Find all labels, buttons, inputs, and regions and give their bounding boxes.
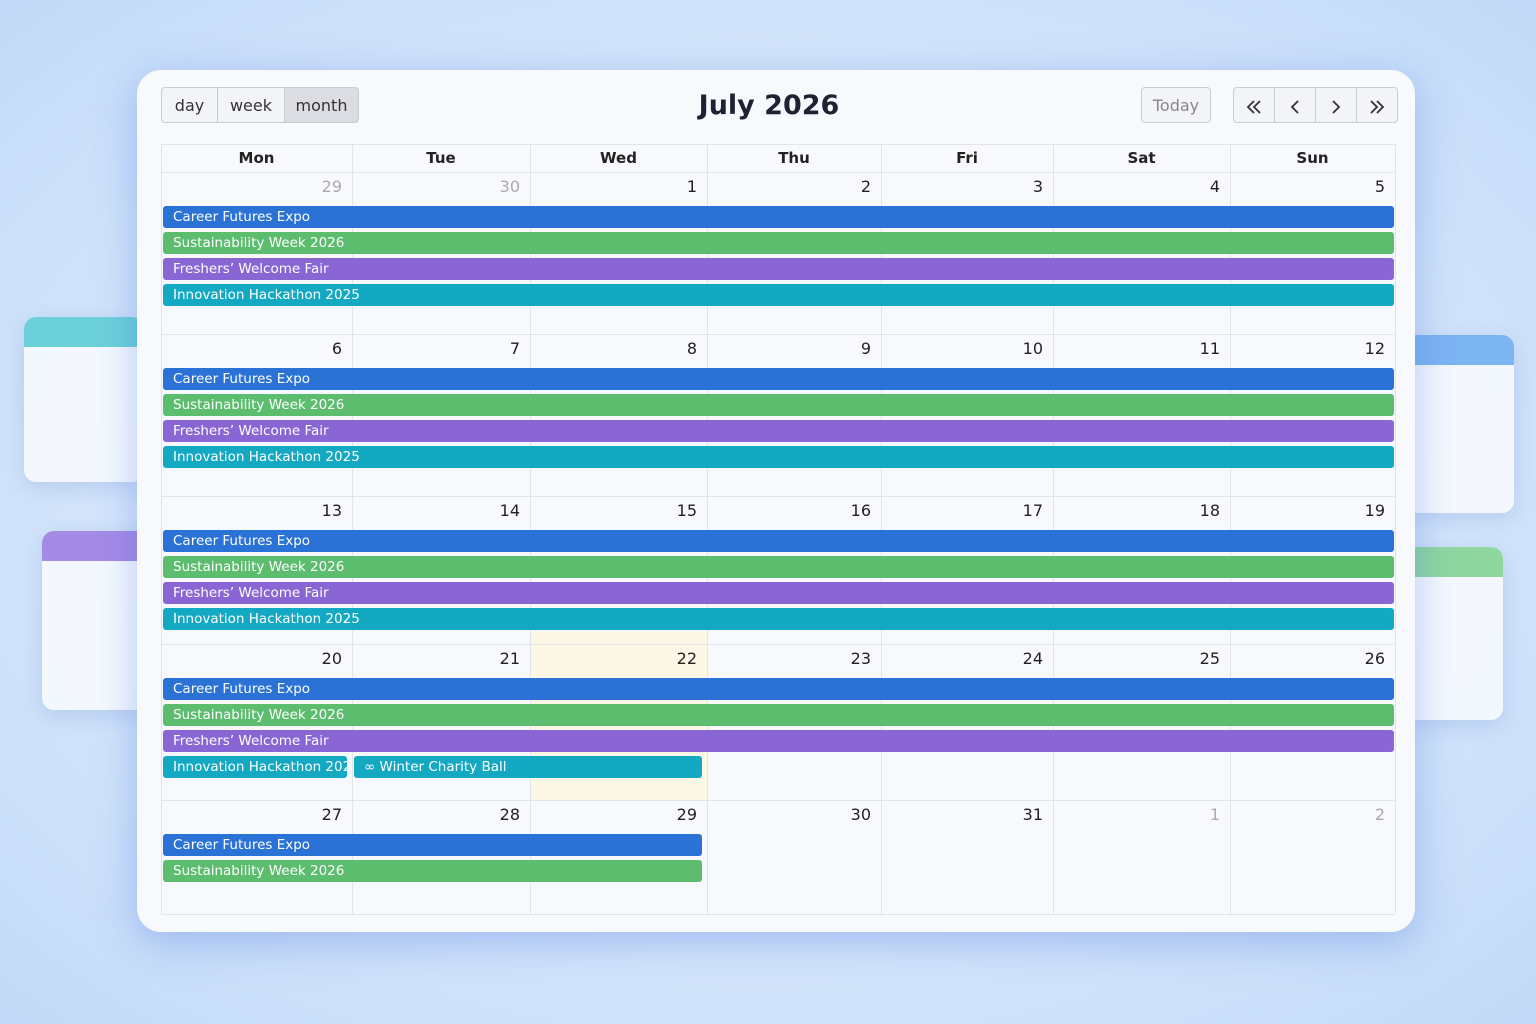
view-button-active[interactable]: month bbox=[284, 87, 359, 123]
day-number: 10 bbox=[1022, 339, 1043, 358]
day-number: 16 bbox=[850, 501, 871, 520]
decor-calendar bbox=[1405, 335, 1514, 513]
day-number-muted: 29 bbox=[321, 177, 342, 196]
event-bar[interactable]: Career Futures Expo bbox=[163, 834, 702, 856]
day-number: 28 bbox=[499, 805, 520, 824]
grid-line bbox=[1230, 144, 1231, 914]
day-number: 18 bbox=[1199, 501, 1220, 520]
day-number: 25 bbox=[1199, 649, 1220, 668]
event-bar[interactable]: Freshers’ Welcome Fair bbox=[163, 258, 1394, 280]
day-number: 21 bbox=[499, 649, 520, 668]
event-bar[interactable]: Sustainability Week 2026 bbox=[163, 556, 1394, 578]
day-number: 23 bbox=[850, 649, 871, 668]
day-number-muted: 2 bbox=[1374, 805, 1385, 824]
prev-year-button[interactable] bbox=[1233, 87, 1275, 123]
grid-border bbox=[161, 144, 1395, 145]
weekday-header: Mon bbox=[238, 149, 275, 167]
day-number: 27 bbox=[321, 805, 342, 824]
day-number: 8 bbox=[686, 339, 697, 358]
day-number: 2 bbox=[860, 177, 871, 196]
event-bar[interactable]: Innovation Hackathon 2025 bbox=[163, 284, 1394, 306]
day-number: 6 bbox=[331, 339, 342, 358]
weekday-header: Fri bbox=[956, 149, 978, 167]
day-number: 13 bbox=[321, 501, 342, 520]
event-bar[interactable]: Career Futures Expo bbox=[163, 206, 1394, 228]
next-button[interactable] bbox=[1315, 87, 1357, 123]
event-bar[interactable]: ∞ Winter Charity Ball bbox=[354, 756, 702, 778]
grid-line bbox=[1395, 144, 1396, 914]
day-number-muted: 30 bbox=[499, 177, 520, 196]
event-bar[interactable]: Freshers’ Welcome Fair bbox=[163, 730, 1394, 752]
calendar-title: July 2026 bbox=[698, 90, 840, 121]
grid-line bbox=[161, 800, 1395, 801]
day-number: 12 bbox=[1364, 339, 1385, 358]
weekday-header: Tue bbox=[426, 149, 456, 167]
weekday-header: Sun bbox=[1296, 149, 1329, 167]
event-bar[interactable]: Innovation Hackathon 2025 bbox=[163, 756, 347, 778]
grid-line bbox=[161, 496, 1395, 497]
day-number: 15 bbox=[676, 501, 697, 520]
weekday-header: Wed bbox=[600, 149, 637, 167]
icon bbox=[1246, 99, 1261, 114]
day-number: 7 bbox=[509, 339, 520, 358]
grid-line bbox=[161, 172, 1395, 173]
view-button[interactable]: week bbox=[217, 87, 285, 123]
day-number: 3 bbox=[1032, 177, 1043, 196]
event-bar[interactable]: Freshers’ Welcome Fair bbox=[163, 420, 1394, 442]
day-number: 30 bbox=[850, 805, 871, 824]
grid-line bbox=[530, 144, 531, 914]
grid-line bbox=[161, 144, 162, 914]
day-number-muted: 1 bbox=[1209, 805, 1220, 824]
day-number: 31 bbox=[1022, 805, 1043, 824]
grid-line bbox=[881, 144, 882, 914]
grid-line bbox=[161, 914, 1395, 915]
decor-calendar bbox=[24, 317, 144, 482]
day-number: 20 bbox=[321, 649, 342, 668]
day-number: 9 bbox=[860, 339, 871, 358]
day-number: 17 bbox=[1022, 501, 1043, 520]
icon bbox=[1332, 99, 1341, 114]
grid-line bbox=[1053, 144, 1054, 914]
weekday-header: Thu bbox=[778, 149, 810, 167]
event-bar[interactable]: Career Futures Expo bbox=[163, 678, 1394, 700]
decor-calendar bbox=[42, 531, 147, 710]
grid-line bbox=[161, 644, 1395, 645]
icon bbox=[1290, 99, 1299, 114]
day-number: 1 bbox=[686, 177, 697, 196]
day-number: 24 bbox=[1022, 649, 1043, 668]
prev-button[interactable] bbox=[1274, 87, 1316, 123]
event-bar[interactable]: Innovation Hackathon 2025 bbox=[163, 608, 1394, 630]
view-button[interactable]: day bbox=[161, 87, 218, 123]
day-number: 5 bbox=[1374, 177, 1385, 196]
day-number: 11 bbox=[1199, 339, 1220, 358]
grid-line bbox=[161, 334, 1395, 335]
event-bar[interactable]: Sustainability Week 2026 bbox=[163, 860, 702, 882]
day-number: 4 bbox=[1209, 177, 1220, 196]
today-button[interactable]: Today bbox=[1141, 87, 1211, 123]
event-bar[interactable]: Career Futures Expo bbox=[163, 368, 1394, 390]
next-year-button[interactable] bbox=[1356, 87, 1398, 123]
event-bar[interactable]: Sustainability Week 2026 bbox=[163, 704, 1394, 726]
event-bar[interactable]: Career Futures Expo bbox=[163, 530, 1394, 552]
day-number: 26 bbox=[1364, 649, 1385, 668]
event-bar[interactable]: Sustainability Week 2026 bbox=[163, 232, 1394, 254]
icon bbox=[1370, 99, 1385, 114]
event-bar[interactable]: Sustainability Week 2026 bbox=[163, 394, 1394, 416]
day-number: 29 bbox=[676, 805, 697, 824]
event-bar[interactable]: Innovation Hackathon 2025 bbox=[163, 446, 1394, 468]
grid-line bbox=[352, 144, 353, 914]
day-number: 22 bbox=[676, 649, 697, 668]
day-number: 19 bbox=[1364, 501, 1385, 520]
decor-calendar bbox=[1405, 547, 1503, 720]
day-number: 14 bbox=[499, 501, 520, 520]
weekday-header: Sat bbox=[1127, 149, 1156, 167]
grid-line bbox=[707, 144, 708, 914]
event-bar[interactable]: Freshers’ Welcome Fair bbox=[163, 582, 1394, 604]
